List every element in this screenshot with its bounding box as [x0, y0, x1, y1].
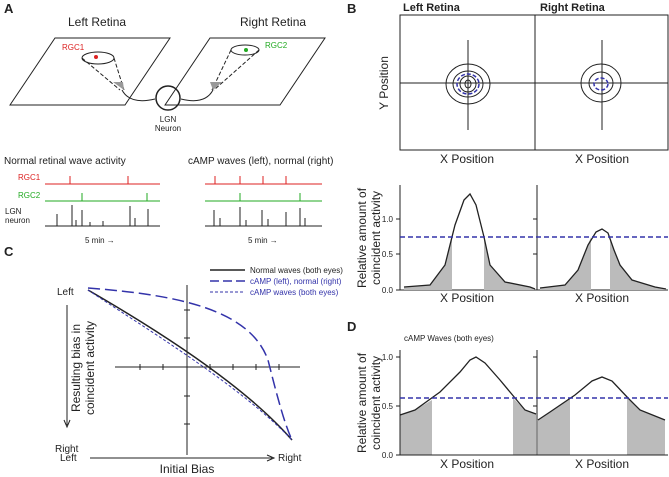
axis-label: coincident activity	[369, 356, 383, 450]
activity-curve	[537, 376, 666, 421]
legend-label: cAMP waves (both eyes)	[250, 288, 339, 297]
rgc-label: RGC2	[265, 41, 288, 50]
arrow	[90, 454, 276, 462]
row-label: neuron	[5, 216, 30, 225]
axis-label: X Position	[440, 152, 494, 166]
shaded-region	[627, 398, 665, 455]
cone-shade	[210, 82, 222, 90]
trace-title: cAMP waves (left), normal (right)	[188, 156, 333, 167]
arrow	[63, 305, 71, 429]
activity-curve	[399, 356, 537, 416]
tick-label: 0.0	[382, 286, 394, 295]
lgn-trace	[45, 205, 322, 227]
axon	[121, 89, 156, 102]
camp-both-curve	[87, 289, 293, 441]
panel-label: C	[4, 244, 14, 259]
shaded-region	[513, 398, 536, 455]
trace-title: Normal retinal wave activity	[4, 156, 126, 167]
scale-label: 5 min →	[248, 236, 278, 245]
lgn-label: Neuron	[155, 124, 181, 133]
retina-title: Right Retina	[240, 15, 306, 29]
axis-end-label: Left	[57, 287, 74, 298]
scale-label: 5 min →	[85, 236, 115, 245]
lgn-neuron	[155, 85, 181, 111]
axis-label: Y Position	[377, 56, 391, 110]
axis-label: Relative amount of	[355, 187, 369, 288]
tick-marks	[396, 218, 537, 291]
shaded-region	[540, 237, 591, 290]
axis-label: X Position	[575, 152, 629, 166]
axis-label: Initial Bias	[160, 462, 215, 476]
axis-label: X Position	[575, 457, 629, 471]
panel-label: B	[347, 1, 356, 16]
shaded-region	[610, 237, 666, 290]
rgc-label: RGC1	[62, 43, 85, 52]
axes	[115, 285, 300, 455]
shaded-region	[538, 398, 570, 455]
tick-marks	[396, 356, 537, 456]
retina-title: Right Retina	[540, 2, 606, 14]
retina-title: Left Retina	[68, 15, 126, 29]
shaded-region	[484, 237, 535, 290]
cone-shade	[113, 82, 124, 90]
axis-label: Relative amount of	[355, 352, 369, 453]
axis-end-label: Left	[60, 453, 77, 464]
panel-label: D	[347, 319, 356, 334]
legend-label: Normal waves (both eyes)	[250, 266, 343, 275]
legend-label: cAMP (left), normal (right)	[250, 277, 342, 286]
panel-title: cAMP Waves (both eyes)	[404, 334, 494, 343]
axis-label: X Position	[440, 457, 494, 471]
axis-label: X Position	[575, 291, 629, 305]
axon	[180, 89, 214, 102]
row-label: LGN	[5, 207, 22, 216]
row-label: RGC2	[18, 191, 41, 200]
contours	[445, 63, 622, 105]
camp-left-curve	[87, 287, 293, 441]
tick-label: 0.0	[382, 451, 394, 460]
retina-plane	[9, 37, 171, 106]
axis-label: coincident activity	[83, 321, 97, 415]
cone	[213, 49, 260, 91]
tick-label: 1.0	[382, 215, 394, 224]
retina-title: Left Retina	[403, 2, 461, 14]
rgc-dot	[244, 48, 248, 52]
cone	[81, 57, 121, 91]
normal-curve	[87, 289, 293, 441]
panel-label: A	[4, 1, 14, 16]
tick-label: 0.5	[382, 402, 394, 411]
axis-label: coincident activity	[369, 191, 383, 285]
tick-label: 1.0	[382, 353, 394, 362]
activity-curve	[403, 192, 536, 290]
shaded-region	[400, 400, 432, 455]
lgn-label: LGN	[160, 115, 177, 124]
activity-curve	[539, 228, 667, 290]
axis-label: X Position	[440, 291, 494, 305]
retina-plane	[164, 37, 326, 106]
axis-label: Resulting bias in	[69, 324, 83, 412]
tick-label: 0.5	[382, 250, 394, 259]
axis-end-label: Right	[55, 444, 79, 455]
rgc1-trace	[45, 176, 322, 185]
rgc2-trace	[45, 193, 322, 202]
shaded-region	[404, 237, 452, 290]
rgc-dot	[94, 55, 98, 59]
axis-end-label: Right	[278, 453, 302, 464]
row-label: RGC1	[18, 173, 41, 182]
threshold-contour	[456, 73, 609, 95]
